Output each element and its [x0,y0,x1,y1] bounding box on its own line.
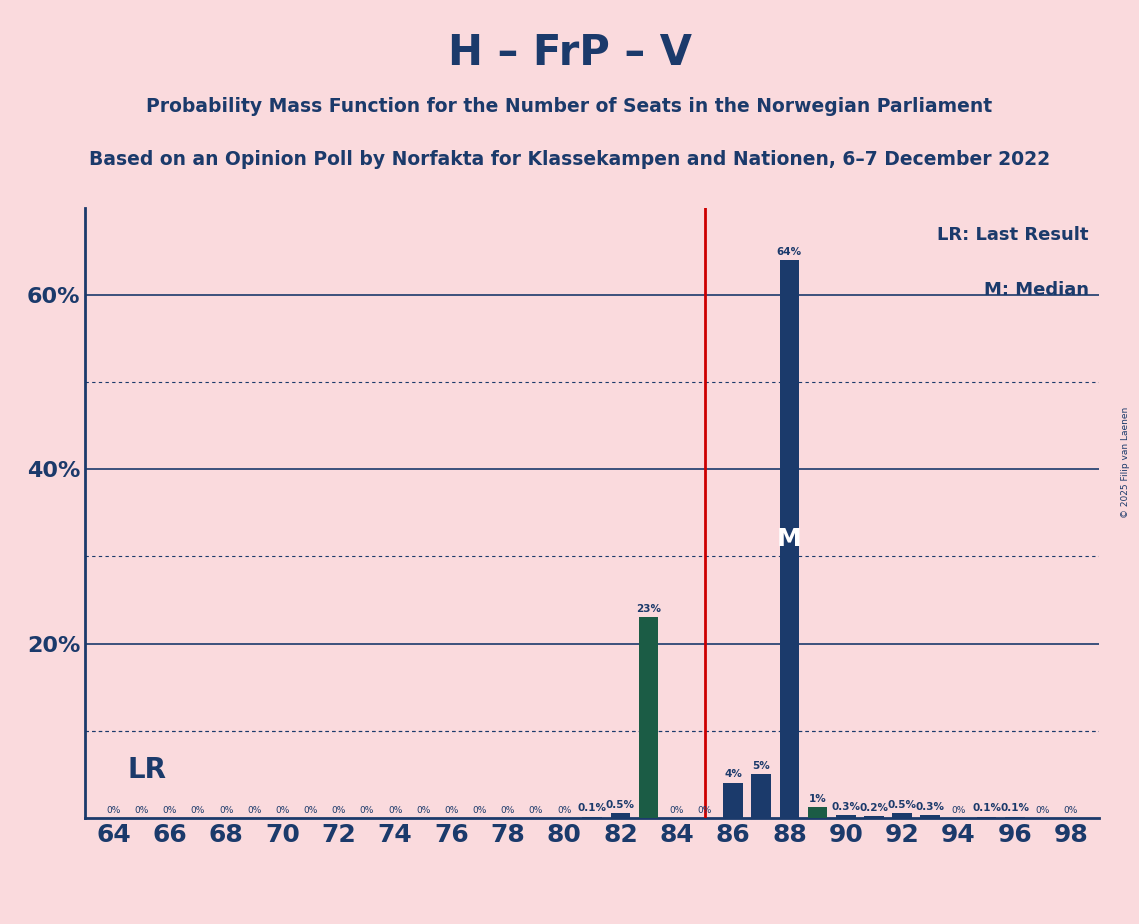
Text: 0.5%: 0.5% [606,800,634,810]
Bar [808,808,827,818]
Text: 0%: 0% [1035,806,1050,815]
Text: 0.3%: 0.3% [916,802,944,811]
Text: 0%: 0% [528,806,543,815]
Bar [892,813,912,818]
Text: © 2025 Filip van Laenen: © 2025 Filip van Laenen [1121,407,1130,517]
Text: 0%: 0% [416,806,431,815]
Text: 0%: 0% [951,806,966,815]
Text: 0%: 0% [670,806,683,815]
Text: 0%: 0% [388,806,402,815]
Text: 0%: 0% [106,806,121,815]
Bar [723,783,743,818]
Text: 0%: 0% [698,806,712,815]
Text: 0.1%: 0.1% [577,803,607,813]
Text: 0%: 0% [473,806,486,815]
Bar [752,774,771,818]
Bar [836,815,855,818]
Bar [779,261,800,818]
Text: LR: Last Result: LR: Last Result [937,226,1089,244]
Text: Based on an Opinion Poll by Norfakta for Klassekampen and Nationen, 6–7 December: Based on an Opinion Poll by Norfakta for… [89,150,1050,169]
Text: 4%: 4% [724,770,741,780]
Text: 0.1%: 0.1% [972,803,1001,813]
Text: 0%: 0% [1064,806,1079,815]
Text: Probability Mass Function for the Number of Seats in the Norwegian Parliament: Probability Mass Function for the Number… [147,97,992,116]
Text: 0.1%: 0.1% [1000,803,1030,813]
Text: 0%: 0% [444,806,459,815]
Text: 0%: 0% [134,806,149,815]
Text: 0.3%: 0.3% [831,802,860,811]
Text: 0.2%: 0.2% [859,803,888,812]
Text: 0%: 0% [191,806,205,815]
Text: 23%: 23% [636,604,661,614]
Text: 0%: 0% [557,806,572,815]
Text: H – FrP – V: H – FrP – V [448,32,691,74]
Text: M: Median: M: Median [984,281,1089,299]
Bar [639,617,658,818]
Text: 0%: 0% [219,806,233,815]
Text: 0%: 0% [247,806,262,815]
Text: LR: LR [128,756,166,784]
Text: 5%: 5% [753,760,770,771]
Bar [920,815,940,818]
Bar [865,816,884,818]
Text: 1%: 1% [809,794,827,804]
Text: 0%: 0% [360,806,375,815]
Bar [611,813,630,818]
Text: 64%: 64% [777,247,802,257]
Text: 0%: 0% [303,806,318,815]
Text: 0%: 0% [163,806,177,815]
Text: 0%: 0% [276,806,289,815]
Text: 0.5%: 0.5% [887,800,917,810]
Text: 0%: 0% [501,806,515,815]
Text: M: M [777,527,802,551]
Text: 0%: 0% [331,806,346,815]
